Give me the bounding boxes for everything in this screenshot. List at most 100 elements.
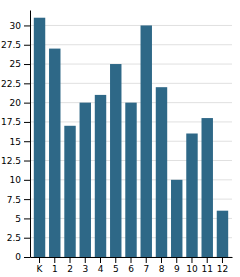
tick: K <box>37 257 44 274</box>
tick-mark <box>176 257 177 263</box>
tick-label: 30 <box>10 21 22 31</box>
tick-mark <box>24 238 30 239</box>
bar <box>217 211 228 257</box>
tick: 2.5 <box>7 233 30 243</box>
tick-label: 6 <box>128 264 134 274</box>
tick: 7 <box>143 257 149 274</box>
tick-mark <box>39 257 40 263</box>
tick-mark <box>24 83 30 84</box>
plot: K12345678910111202.557.51012.51517.52022… <box>1 11 233 275</box>
bar <box>125 103 136 257</box>
tick-label: 9 <box>174 264 180 274</box>
tick: 5 <box>113 257 119 274</box>
tick-label: 2 <box>67 264 73 274</box>
tick-label: 8 <box>159 264 165 274</box>
tick-mark <box>24 180 30 181</box>
tick-mark <box>24 161 30 162</box>
x-axis: K123456789101112 <box>31 257 233 274</box>
tick-mark <box>115 257 116 263</box>
tick: 12.5 <box>1 156 30 166</box>
tick-label: 10 <box>10 175 22 185</box>
tick: 3 <box>82 257 88 274</box>
tick: 22.5 <box>1 79 30 89</box>
bar <box>141 25 152 257</box>
tick-mark <box>54 257 55 263</box>
tick: 25 <box>10 59 30 69</box>
tick-label: 17.5 <box>1 117 21 127</box>
chart: K12345678910111202.557.51012.51517.52022… <box>0 0 240 277</box>
tick-mark <box>146 257 147 263</box>
tick: 6 <box>128 257 134 274</box>
tick-mark <box>24 103 30 104</box>
chart-container: K12345678910111202.557.51012.51517.52022… <box>0 0 240 277</box>
tick: 10 <box>186 257 198 274</box>
bar <box>49 49 60 257</box>
tick-label: 7.5 <box>7 194 21 204</box>
tick-label: 12 <box>217 264 228 274</box>
bar <box>171 180 182 257</box>
tick-label: 27.5 <box>1 40 21 50</box>
tick: 20 <box>10 98 30 108</box>
tick: 9 <box>174 257 180 274</box>
grid-line <box>30 44 232 45</box>
y-axis: 0 2.5 5 7.5 10 12.5 15 17.5 20 22.5 25 27.5 30 <box>1 11 31 263</box>
tick-label: 7 <box>143 264 149 274</box>
tick-label: 20 <box>10 98 22 108</box>
tick-label: 3 <box>82 264 88 274</box>
grid <box>30 25 232 257</box>
tick: 1 <box>52 257 58 274</box>
tick-mark <box>24 199 30 200</box>
tick-mark <box>85 257 86 263</box>
tick-mark <box>161 257 162 263</box>
tick: 10 <box>10 175 30 185</box>
tick-label: 10 <box>186 264 198 274</box>
tick-label: 4 <box>98 264 104 274</box>
tick-mark <box>131 257 132 263</box>
bar <box>110 64 121 257</box>
tick-label: 22.5 <box>1 79 21 89</box>
tick-label: K <box>37 264 44 274</box>
bar <box>34 18 45 257</box>
tick-mark <box>24 218 30 219</box>
bars <box>34 18 228 257</box>
bar <box>95 95 106 257</box>
bar <box>156 87 167 257</box>
tick: 7.5 <box>7 194 30 204</box>
tick-mark <box>24 122 30 123</box>
tick-label: 1 <box>52 264 58 274</box>
bar <box>202 118 213 257</box>
tick-label: 2.5 <box>7 233 21 243</box>
tick-mark <box>207 257 208 263</box>
tick-label: 15 <box>10 137 21 147</box>
tick: 12 <box>217 257 228 274</box>
tick: 0 <box>15 252 30 262</box>
bar <box>186 134 197 258</box>
tick: 30 <box>10 21 30 31</box>
tick: 4 <box>98 257 104 274</box>
tick-label: 5 <box>15 214 21 224</box>
tick-label: 11 <box>201 264 212 274</box>
tick-label: 25 <box>10 59 21 69</box>
tick-label: 5 <box>113 264 119 274</box>
tick-mark <box>24 25 30 26</box>
tick-mark <box>191 257 192 263</box>
tick-label: 0 <box>15 252 21 262</box>
tick-mark <box>24 141 30 142</box>
tick: 15 <box>10 137 30 147</box>
tick-mark <box>24 45 30 46</box>
tick: 8 <box>159 257 165 274</box>
tick-label: 12.5 <box>1 156 21 166</box>
bar <box>80 103 91 257</box>
tick-mark <box>70 257 71 263</box>
tick-mark <box>100 257 101 263</box>
tick: 27.5 <box>1 40 30 50</box>
tick-mark <box>24 64 30 65</box>
axis-line <box>30 11 31 258</box>
tick: 5 <box>15 214 30 224</box>
tick-mark <box>24 257 30 258</box>
grid-line <box>30 25 232 26</box>
tick-mark <box>222 257 223 263</box>
bar <box>64 126 75 257</box>
tick: 17.5 <box>1 117 30 127</box>
tick: 2 <box>67 257 73 274</box>
